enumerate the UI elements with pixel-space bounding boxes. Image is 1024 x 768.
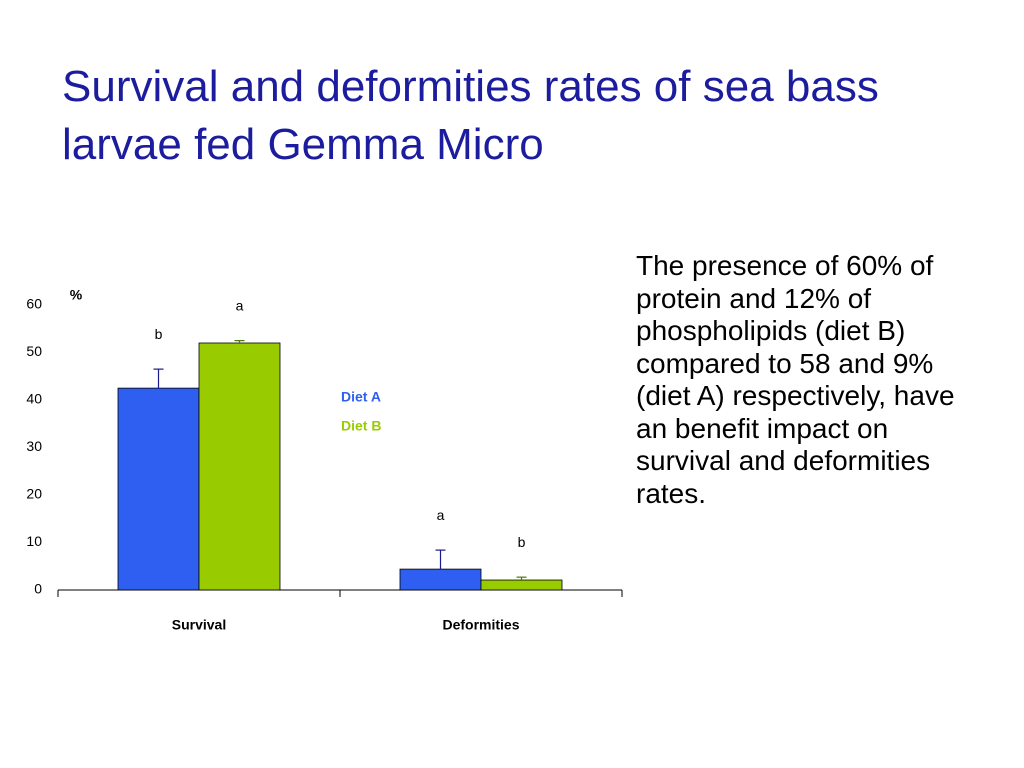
bar — [399, 568, 482, 591]
y-tick-label: 40 — [26, 391, 42, 407]
y-tick-label: 0 — [34, 581, 42, 597]
y-tick-label: 60 — [26, 296, 42, 312]
legend-entry: Diet A — [341, 389, 381, 405]
significance-letter: b — [155, 326, 163, 342]
body-text: The presence of 60% of protein and 12% o… — [636, 250, 955, 509]
y-axis-label: % — [70, 287, 83, 303]
bar — [198, 342, 281, 591]
y-tick-label: 20 — [26, 486, 42, 502]
y-tick-label: 30 — [26, 438, 42, 454]
legend-entry: Diet B — [341, 418, 381, 434]
bar — [480, 579, 563, 591]
y-tick-label: 10 — [26, 533, 42, 549]
bar — [117, 387, 200, 591]
significance-letter: a — [236, 297, 244, 313]
y-tick-label: 50 — [26, 343, 42, 359]
slide-title: Survival and deformities rates of sea ba… — [62, 62, 879, 169]
significance-letter: a — [437, 507, 445, 523]
x-tick-label: Survival — [172, 617, 226, 633]
significance-letter: b — [518, 534, 526, 550]
x-tick-label: Deformities — [442, 617, 519, 633]
